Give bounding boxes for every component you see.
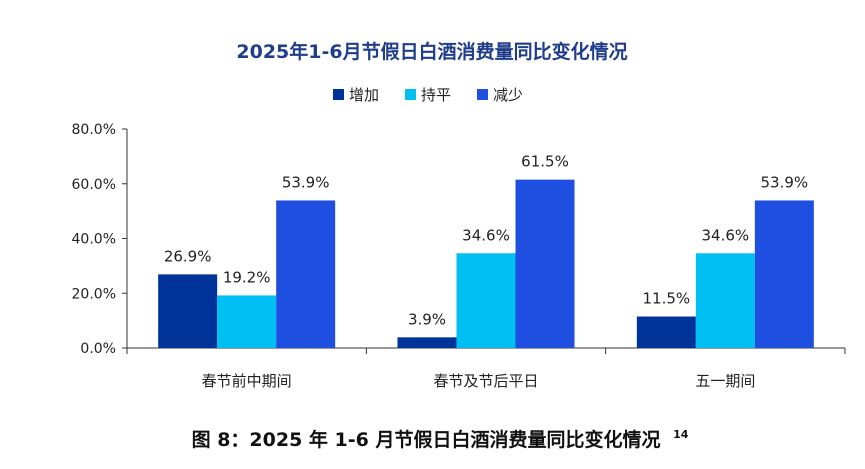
data-label: 53.9%: [761, 173, 809, 191]
chart-title: 2025年1-6月节假日白酒消费量同比变化情况: [236, 40, 627, 63]
data-label: 19.2%: [223, 268, 271, 286]
caption-main: 图 8：2025 年 1-6 月节假日白酒消费量同比变化情况: [192, 428, 661, 451]
x-tick-label: 春节前中期间: [202, 372, 292, 390]
data-label: 3.9%: [408, 310, 446, 328]
y-axis: 0.0% 20.0% 40.0% 60.0% 80.0%: [72, 122, 128, 357]
data-label: 53.9%: [282, 173, 330, 191]
data-label: 26.9%: [164, 247, 212, 265]
caption-superscript: 14: [673, 428, 689, 441]
data-labels-group: 26.9% 19.2% 53.9% 3.9% 34.6% 61.5% 11.5% 34.6% 5…: [164, 153, 808, 329]
legend-label: 持平: [421, 86, 451, 104]
y-tick-label: 80.0%: [72, 122, 116, 138]
bar-decrease: [515, 179, 575, 348]
legend-swatch: [477, 89, 488, 100]
data-label: 34.6%: [702, 226, 750, 244]
x-tick-label: 五一期间: [695, 372, 755, 390]
bar-increase: [397, 337, 457, 348]
x-tick-label: 春节及节后平日: [433, 372, 538, 390]
y-tick-label: 40.0%: [72, 232, 116, 248]
data-label: 61.5%: [521, 153, 569, 171]
bar-flat: [456, 253, 516, 348]
bar-increase: [636, 316, 696, 348]
y-tick-label: 0.0%: [80, 341, 116, 357]
figure-caption: 图 8：2025 年 1-6 月节假日白酒消费量同比变化情况 14: [192, 428, 689, 451]
legend-label: 减少: [493, 86, 523, 104]
data-label: 11.5%: [643, 290, 691, 308]
legend: 增加 持平 减少: [333, 86, 523, 104]
bar-increase: [158, 274, 218, 348]
y-tick-label: 20.0%: [72, 286, 116, 302]
bar-decrease: [754, 200, 814, 348]
data-label: 34.6%: [462, 226, 510, 244]
bar-decrease: [276, 200, 336, 348]
bar-flat: [217, 295, 277, 348]
x-axis: 春节前中期间 春节及节后平日 五一期间: [126, 347, 846, 390]
bar-flat: [695, 253, 755, 348]
legend-swatch: [405, 89, 416, 100]
y-tick-label: 60.0%: [72, 177, 116, 193]
legend-label: 增加: [349, 86, 379, 104]
legend-swatch: [333, 89, 344, 100]
bars-group: [158, 179, 814, 348]
